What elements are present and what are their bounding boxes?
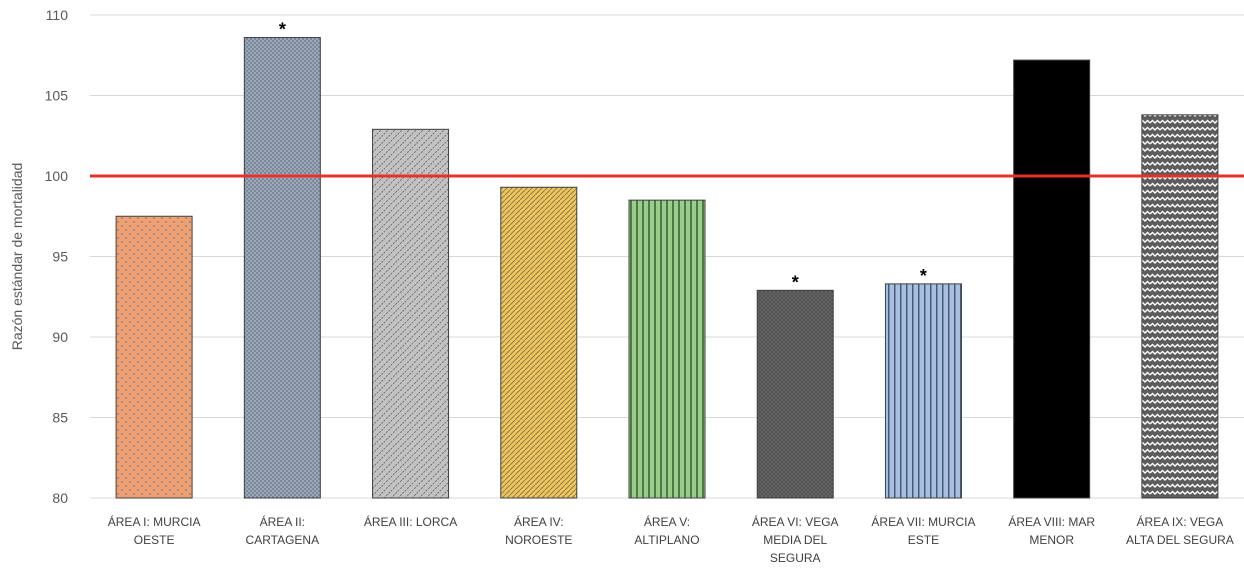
- x-category-label-line: ÁREA III: LORCA: [364, 514, 457, 529]
- y-tick-label: 95: [52, 249, 68, 265]
- y-tick-label: 85: [52, 410, 68, 426]
- x-category-label-line: MENOR: [1029, 533, 1074, 547]
- bar: [500, 186, 578, 499]
- y-tick-label: 105: [45, 88, 69, 104]
- bar: [756, 289, 834, 499]
- y-tick-label: 100: [45, 168, 69, 184]
- bar: [115, 215, 193, 499]
- x-category-label: ÁREA VI: VEGA MEDIA DEL SEGURA: [752, 514, 839, 565]
- x-category-label-line: MEDIA DEL: [763, 533, 827, 547]
- significance-star: *: [920, 266, 927, 286]
- significance-star: *: [792, 272, 799, 292]
- y-tick-labels: 80 85 90 95 100 105 110: [45, 7, 69, 506]
- x-category-label: ÁREA VIII: MAR MENOR: [1008, 514, 1095, 547]
- x-category-label-line: ESTE: [908, 533, 939, 547]
- bar: [1141, 114, 1219, 499]
- x-category-label-line: NOROESTE: [505, 533, 572, 547]
- bar: [628, 199, 706, 499]
- bar: [1013, 59, 1091, 499]
- x-category-label-line: ÁREA V:: [644, 514, 690, 529]
- x-category-label-line: ÁREA I: MURCIA: [108, 514, 201, 529]
- x-category-label-line: ALTA DEL SEGURA: [1126, 533, 1234, 547]
- significance-star: *: [279, 20, 286, 40]
- bars: [115, 37, 1219, 499]
- bar: [372, 128, 450, 499]
- x-category-label-line: ÁREA IX: VEGA: [1137, 514, 1224, 529]
- x-category-label: ÁREA III: LORCA: [364, 514, 457, 529]
- y-tick-label: 110: [46, 7, 69, 23]
- x-category-label-line: ÁREA II:: [260, 514, 305, 529]
- y-tick-label: 90: [52, 329, 68, 345]
- x-category-label: ÁREA VII: MURCIA ESTE: [871, 514, 975, 547]
- x-category-label-line: ÁREA VI: VEGA: [752, 514, 839, 529]
- x-category-label: ÁREA V: ALTIPLANO: [634, 514, 699, 547]
- x-category-label: ÁREA II: CARTAGENA: [246, 514, 320, 547]
- x-category-label: ÁREA IX: VEGA ALTA DEL SEGURA: [1126, 514, 1234, 547]
- y-tick-label: 80: [52, 490, 68, 506]
- x-category-label-line: ÁREA IV:: [514, 514, 564, 529]
- x-category-label-line: CARTAGENA: [246, 533, 320, 547]
- significance-marks: * * *: [279, 20, 927, 293]
- y-axis-title: Razón estándar de mortalidad: [9, 163, 25, 351]
- x-category-label-line: OESTE: [134, 533, 175, 547]
- x-category-label-line: SEGURA: [770, 551, 821, 565]
- x-category-label-line: ALTIPLANO: [634, 533, 699, 547]
- x-category-label-line: ÁREA VII: MURCIA: [871, 514, 975, 529]
- x-category-label: ÁREA I: MURCIA OESTE: [108, 514, 201, 547]
- x-category-label: ÁREA IV: NOROESTE: [505, 514, 572, 547]
- bar: [243, 37, 321, 499]
- x-category-label-line: ÁREA VIII: MAR: [1008, 514, 1095, 529]
- bar: [884, 283, 962, 499]
